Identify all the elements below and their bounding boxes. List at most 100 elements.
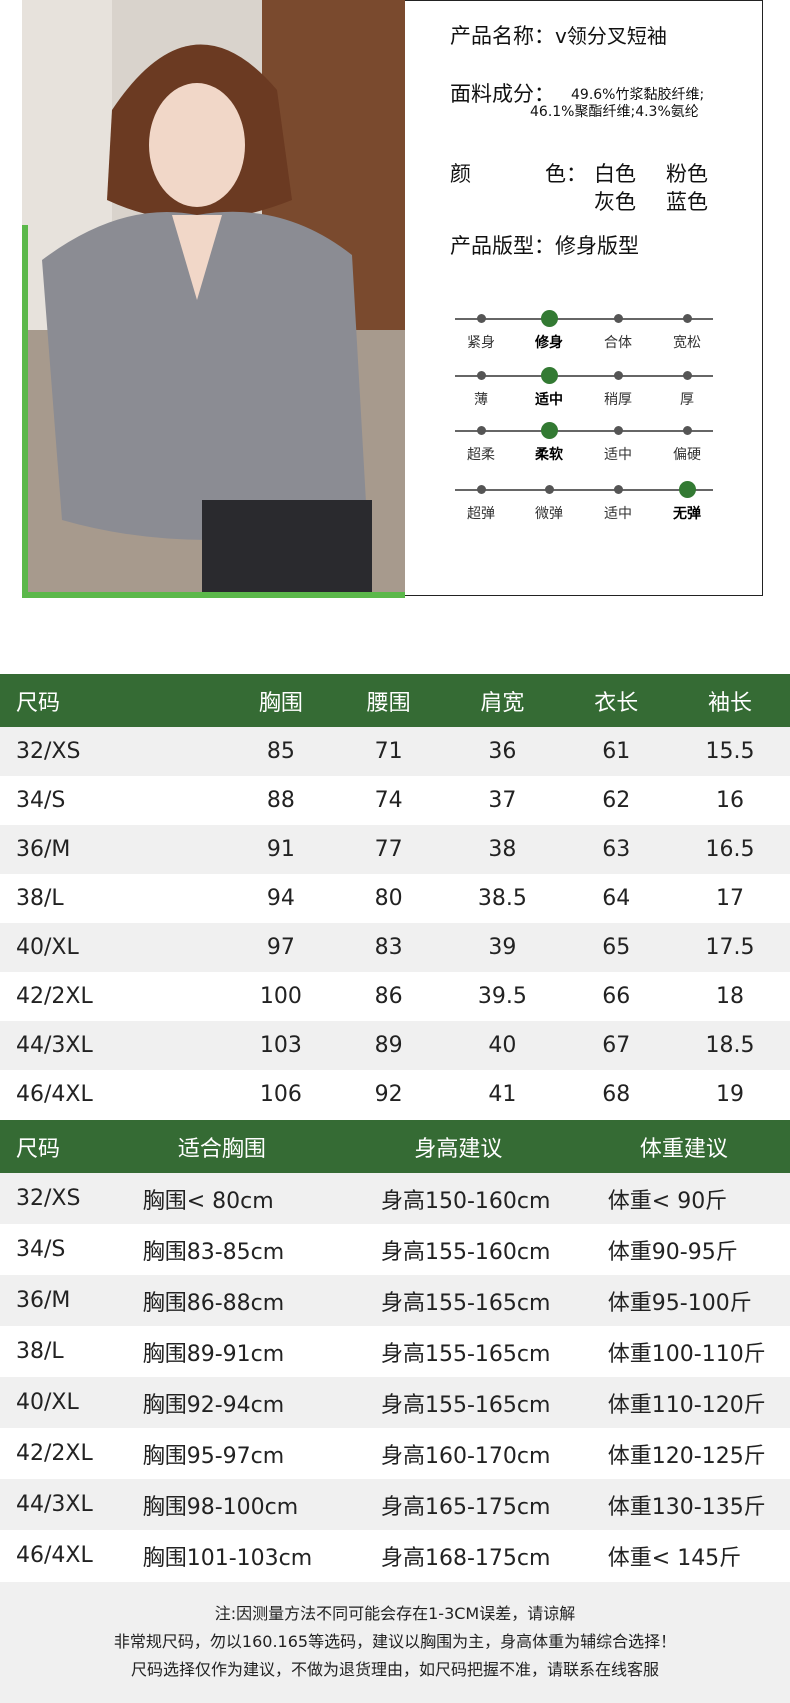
product-info-panel <box>405 0 763 596</box>
table-cell: 38.5 <box>477 886 527 911</box>
table-cell: 胸围83-85cm <box>142 1239 285 1265</box>
size-recommendation-table: 尺码 适合胸围 身高建议 体重建议 32/XS 胸围< 80cm 身高150-160cm 体重… <box>0 1120 790 1581</box>
size-notes: 注:因测量方法不同可能会存在1-3CM误差，请谅解 非常规尺码，勿以160.16… <box>0 1582 790 1703</box>
table-cell: 38/L <box>16 1339 64 1364</box>
column-header: 身高建议 <box>338 1120 578 1173</box>
scale-option-label: 宽松 <box>673 335 701 351</box>
photo-frame-accent <box>22 592 405 598</box>
scale-option-label: 厚 <box>680 392 694 408</box>
table-cell: 39 <box>442 923 563 972</box>
table-cell: 胸围< 80cm <box>104 1173 339 1224</box>
column-header: 尺码 <box>0 674 227 727</box>
table-cell: 体重< 90斤 <box>577 1173 790 1224</box>
table-cell: 62 <box>602 788 631 813</box>
table-cell: 74 <box>374 788 403 813</box>
scale-dot <box>476 314 486 323</box>
table-cell: 40/XL <box>0 1377 105 1428</box>
table-cell: 胸围95-97cm <box>142 1443 285 1469</box>
scale-option-label: 修身 <box>535 335 563 351</box>
table-row: 46/4XL 106 92 41 68 19 <box>0 1070 790 1119</box>
table-cell: 16 <box>716 788 745 813</box>
column-header: 适合胸围 <box>104 1120 339 1173</box>
table-cell: 身高150-160cm <box>338 1173 578 1224</box>
table-cell: 42/2XL <box>16 984 93 1009</box>
column-header: 腰围 <box>334 674 443 727</box>
scale-dot <box>476 426 486 435</box>
table-cell: 44/3XL <box>0 1021 227 1070</box>
table-cell: 106 <box>259 1082 302 1107</box>
fabric-label: 面料成分： <box>450 82 555 106</box>
attribute-scale: 超柔 柔软 适中 偏硬 <box>455 422 713 463</box>
scale-dot-selected <box>540 310 558 327</box>
column-header: 袖长 <box>670 674 790 727</box>
table-cell: 体重110-120斤 <box>577 1377 790 1428</box>
table-cell: 体重120-125斤 <box>607 1443 766 1469</box>
table-cell: 41 <box>488 1082 517 1107</box>
fit-type: 产品版型：修身版型 <box>450 234 639 258</box>
table-cell: 身高160-170cm <box>380 1443 551 1469</box>
column-header: 衣长 <box>562 674 671 727</box>
color-option: 蓝色 <box>666 190 708 214</box>
table-row: 36/M 胸围86-88cm 身高155-165cm 体重95-100斤 <box>0 1275 790 1326</box>
table-cell: 身高165-175cm <box>338 1479 578 1530</box>
table-cell: 32/XS <box>0 1173 105 1224</box>
table-cell: 77 <box>334 825 443 874</box>
scale-option-label: 超柔 <box>467 447 495 463</box>
note-line: 非常规尺码，勿以160.165等选码，建议以胸围为主，身高体重为辅综合选择！ <box>113 1632 677 1651</box>
table-cell: 38 <box>442 825 563 874</box>
table-cell: 80 <box>374 886 403 911</box>
table-row: 40/XL 胸围92-94cm 身高155-165cm 体重110-120斤 <box>0 1377 790 1428</box>
photo-frame-accent <box>22 225 28 598</box>
color-option: 灰色 <box>594 190 636 214</box>
table-cell: 身高155-165cm <box>380 1341 551 1367</box>
scale-option-label: 超弹 <box>467 506 495 522</box>
table-cell: 胸围89-91cm <box>142 1341 285 1367</box>
scale-dot <box>682 371 692 380</box>
table-cell: 46/4XL <box>16 1082 93 1107</box>
table-cell: 44/3XL <box>0 1479 105 1530</box>
table-cell: 61 <box>562 727 671 776</box>
attribute-scale: 薄 适中 稍厚 厚 <box>455 367 713 408</box>
attribute-scale: 超弹 微弹 适中 无弹 <box>455 481 713 522</box>
table-cell: 39.5 <box>477 984 527 1009</box>
scale-dot <box>476 371 486 380</box>
table-row: 40/XL 97 83 39 65 17.5 <box>0 923 790 972</box>
table-cell: 16.5 <box>670 825 790 874</box>
table-cell: 体重90-95斤 <box>607 1239 738 1265</box>
table-cell: 46/4XL <box>16 1543 93 1568</box>
scale-option-label: 柔软 <box>535 447 563 463</box>
table-cell: 67 <box>562 1021 671 1070</box>
note-line: 尺码选择仅作为建议，不做为退货理由，如尺码把握不准，请联系在线客服 <box>130 1660 659 1679</box>
column-header: 尺码 <box>0 1120 105 1173</box>
table-cell: 71 <box>334 727 443 776</box>
note-line: 注:因测量方法不同可能会存在1-3CM误差，请谅解 <box>214 1604 576 1623</box>
table-cell: 34/S <box>16 1237 66 1262</box>
table-row: 44/3XL 103 89 40 67 18.5 <box>0 1021 790 1070</box>
table-row: 34/S 胸围83-85cm 身高155-160cm 体重90-95斤 <box>0 1224 790 1275</box>
column-header: 肩宽 <box>442 674 563 727</box>
scale-dot <box>613 371 623 380</box>
scale-dot <box>682 426 692 435</box>
table-row: 34/S 88 74 37 62 16 <box>0 776 790 825</box>
scale-option-label: 偏硬 <box>673 447 701 463</box>
table-cell: 40 <box>442 1021 563 1070</box>
scale-dot <box>613 426 623 435</box>
table-cell: 体重100-110斤 <box>607 1341 766 1367</box>
table-row: 32/XS 胸围< 80cm 身高150-160cm 体重< 90斤 <box>0 1173 790 1224</box>
table-cell: 63 <box>562 825 671 874</box>
table-row: 38/L 胸围89-91cm 身高155-165cm 体重100-110斤 <box>0 1326 790 1377</box>
table-row: 42/2XL 100 86 39.5 66 18 <box>0 972 790 1021</box>
table-cell: 66 <box>602 984 631 1009</box>
table-cell: 89 <box>334 1021 443 1070</box>
table-row: 38/L 94 80 38.5 64 17 <box>0 874 790 923</box>
table-cell: 64 <box>602 886 631 911</box>
color-label: 色： <box>545 162 587 186</box>
product-name: 产品名称：v领分叉短袖 <box>450 24 667 48</box>
table-cell: 85 <box>226 727 335 776</box>
scale-option-label: 适中 <box>535 392 563 408</box>
table-cell: 胸围101-103cm <box>142 1545 313 1571</box>
scale-dot-selected <box>540 367 558 384</box>
scale-option-label: 稍厚 <box>604 392 632 408</box>
table-cell: 42/2XL <box>16 1441 93 1466</box>
table-cell: 65 <box>562 923 671 972</box>
